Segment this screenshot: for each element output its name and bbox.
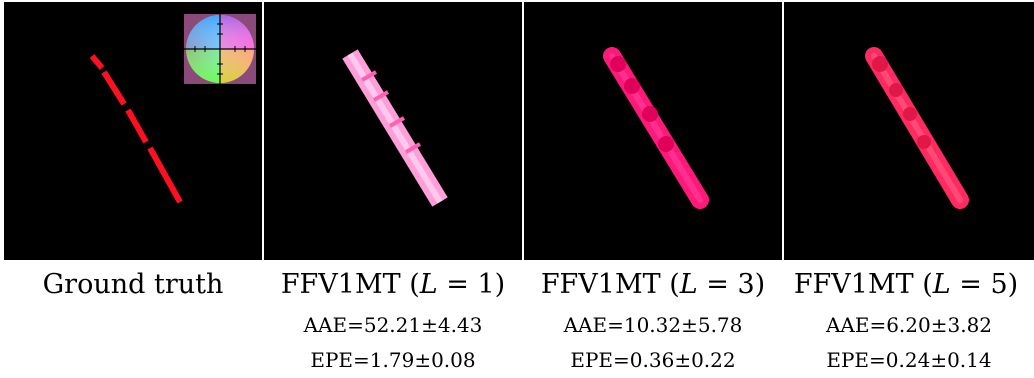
epe-l3-text: EPE=0.36±0.22 [570,348,736,372]
caption-l5-prefix: FFV1MT ( [793,269,933,300]
caption-l1-tail: = 1) [437,269,506,300]
ffv1mt-l1-flow-image [342,49,448,207]
caption-l5-var: L [932,269,951,300]
caption-l3-tail: = 3) [697,269,766,300]
ffv1mt-l5-flow-image [865,47,969,209]
aae-l5: AAE=6.20±3.82 [784,312,1034,338]
caption-ffv1mt-l5: FFV1MT (L = 5) [778,268,1034,302]
epe-l5: EPE=0.24±0.14 [784,347,1034,373]
caption-ffv1mt-l1: FFV1MT (L = 1) [264,268,522,302]
ffv1mt-l3-panel [524,2,782,260]
aae-l5-text: AAE=6.20±3.82 [825,313,993,337]
epe-l3: EPE=0.36±0.22 [524,347,782,373]
epe-l1-text: EPE=1.79±0.08 [310,348,476,372]
ground-truth-flow-image [89,54,183,204]
ground-truth-panel [4,2,262,260]
aae-l3: AAE=10.32±5.78 [524,312,782,338]
ffv1mt-l1-panel [264,2,522,260]
caption-ground-truth-text: Ground truth [42,269,224,300]
caption-l1-var: L [419,269,438,300]
ffv1mt-l3-flow-image [603,47,709,209]
aae-l1-text: AAE=52.21±4.43 [303,313,483,337]
aae-l3-text: AAE=10.32±5.78 [563,313,743,337]
caption-l1-prefix: FFV1MT ( [280,269,420,300]
ffv1mt-l5-panel [784,2,1034,260]
caption-l3-var: L [679,269,698,300]
caption-ffv1mt-l3: FFV1MT (L = 3) [524,268,782,302]
epe-l1: EPE=1.79±0.08 [264,347,522,373]
aae-l1: AAE=52.21±4.43 [264,312,522,338]
caption-l3-prefix: FFV1MT ( [540,269,680,300]
caption-ground-truth: Ground truth [4,268,262,302]
epe-l5-text: EPE=0.24±0.14 [826,348,992,372]
caption-l5-tail: = 5) [950,269,1019,300]
color-wheel-legend [184,14,256,84]
